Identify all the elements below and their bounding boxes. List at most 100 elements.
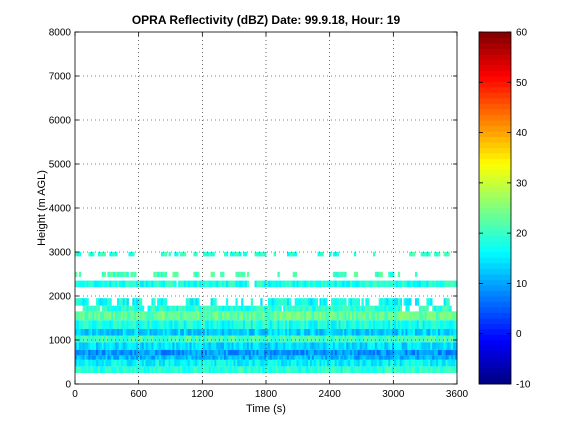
heatmap-cell — [258, 366, 261, 373]
heatmap-cell — [445, 366, 448, 373]
heatmap-cell — [399, 342, 403, 350]
heatmap-cell — [372, 305, 376, 312]
heatmap-cell — [187, 366, 190, 373]
heatmap-cell — [115, 305, 118, 312]
heatmap-cell — [292, 359, 296, 367]
heatmap-cell — [321, 305, 324, 312]
heatmap-cell — [287, 311, 290, 321]
heatmap-cell — [105, 342, 108, 350]
heatmap-cell — [174, 342, 177, 350]
heatmap-cell — [416, 320, 420, 329]
heatmap-cell — [407, 359, 410, 367]
heatmap-cell — [155, 359, 158, 367]
heatmap-cell — [287, 305, 290, 312]
heatmap-cell — [84, 366, 87, 373]
heatmap-cell — [206, 342, 210, 350]
heatmap-cell — [139, 320, 143, 329]
heatmap-cell — [162, 329, 166, 336]
heatmap-cell — [122, 320, 126, 329]
heatmap-cell — [76, 342, 80, 350]
heatmap-cell — [262, 280, 265, 288]
heatmap-cell — [409, 329, 412, 336]
heatmap-cell — [189, 355, 192, 360]
heatmap-cell — [283, 305, 286, 312]
heatmap-cell — [223, 366, 227, 373]
heatmap-cell — [357, 329, 360, 336]
heatmap-cell — [451, 311, 454, 321]
heatmap-cell — [130, 349, 133, 356]
heatmap-cell — [388, 366, 391, 373]
heatmap-cell — [138, 298, 141, 306]
heatmap-cell — [414, 280, 418, 288]
heatmap-cell — [378, 359, 381, 367]
heatmap-cell — [422, 280, 425, 288]
heatmap-cell — [355, 366, 359, 373]
heatmap-cell — [329, 366, 332, 373]
heatmap-cell — [350, 329, 353, 336]
heatmap-cell — [298, 342, 301, 350]
heatmap-cell — [189, 342, 192, 350]
heatmap-cell — [99, 349, 103, 356]
heatmap-cell — [250, 305, 254, 312]
heatmap-cell — [455, 329, 458, 336]
heatmap-cell — [109, 335, 112, 343]
heatmap-cell — [283, 280, 286, 288]
heatmap-cell — [181, 355, 185, 360]
heatmap-cell — [365, 311, 368, 321]
heatmap-cell — [344, 355, 347, 360]
heatmap-cell — [336, 280, 339, 288]
heatmap-cell — [273, 359, 276, 367]
heatmap-cell — [338, 359, 341, 367]
heatmap-cell — [225, 329, 229, 336]
heatmap-cell — [386, 359, 389, 367]
heatmap-cell — [105, 359, 108, 367]
heatmap-cell — [346, 335, 349, 343]
heatmap-cell — [405, 366, 408, 373]
heatmap-cell — [183, 359, 187, 367]
heatmap-cell — [250, 298, 254, 306]
heatmap-cell — [441, 329, 445, 336]
heatmap-cell — [357, 359, 360, 367]
heatmap-cell — [254, 349, 257, 356]
heatmap-cell — [365, 320, 368, 329]
heatmap-cell — [168, 320, 171, 329]
heatmap-cell — [153, 298, 156, 306]
heatmap-cell — [346, 320, 349, 329]
x-tick-label: 0 — [72, 389, 78, 400]
heatmap-cell — [197, 342, 200, 350]
heatmap-cell — [426, 280, 429, 288]
heatmap-cell — [294, 305, 297, 312]
heatmap-cell — [128, 311, 131, 321]
heatmap-cell — [277, 335, 280, 343]
heatmap-cell — [332, 305, 336, 312]
heatmap-cell — [225, 359, 229, 367]
heatmap-cell — [84, 335, 87, 343]
heatmap-cell — [139, 305, 143, 312]
heatmap-cell — [397, 359, 401, 367]
heatmap-cell — [181, 335, 185, 343]
heatmap-cell — [306, 320, 309, 329]
colorbar-step — [479, 290, 511, 297]
heatmap-cell — [304, 359, 307, 367]
heatmap-cell — [210, 311, 213, 321]
heatmap-cell — [334, 298, 338, 306]
heatmap-cell — [107, 349, 110, 356]
heatmap-cell — [235, 335, 238, 343]
heatmap-cell — [369, 349, 372, 356]
heatmap-cell — [311, 335, 315, 343]
heatmap-cell — [277, 280, 280, 288]
heatmap-cell — [277, 355, 280, 360]
heatmap-cell — [168, 342, 171, 350]
heatmap-cell — [359, 342, 362, 350]
heatmap-cell — [382, 366, 385, 373]
heatmap-cell — [313, 359, 317, 367]
heatmap-cell — [256, 305, 259, 312]
heatmap-cell — [264, 305, 267, 312]
heatmap-cell — [409, 342, 412, 350]
heatmap-cell — [254, 359, 257, 367]
heatmap-cell — [193, 342, 196, 350]
heatmap-cell — [88, 252, 91, 257]
heatmap-cell — [248, 359, 252, 367]
heatmap-cell — [227, 311, 231, 321]
grid-lines — [75, 32, 457, 384]
